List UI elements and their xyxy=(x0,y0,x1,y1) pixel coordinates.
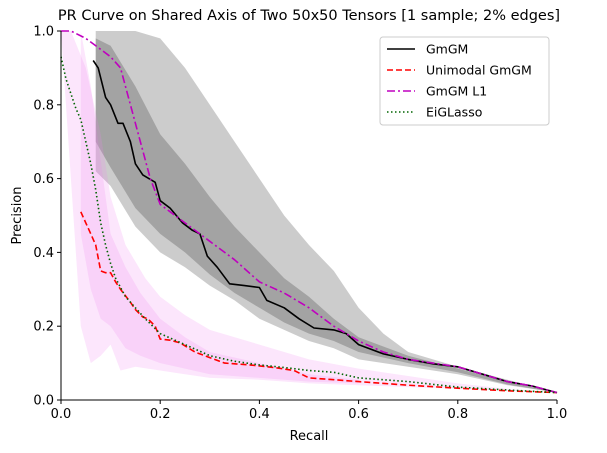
y-ticks: 0.0 0.2 0.4 0.6 0.8 1.0 xyxy=(33,25,61,409)
y-tick-label: 0.8 xyxy=(33,98,54,113)
plot-area xyxy=(60,30,558,394)
axes: 0.0 0.2 0.4 0.6 0.8 1.0 0.0 0.2 0.4 0.6 0.8 1.0 xyxy=(33,25,567,423)
series-layer xyxy=(60,30,558,394)
gmgm-l1-line xyxy=(61,30,558,394)
y-tick-label: 1.0 xyxy=(33,25,54,40)
bands-layer xyxy=(61,31,557,393)
chart-title: PR Curve on Shared Axis of Two 50x50 Ten… xyxy=(58,8,560,24)
y-tick-label: 0.6 xyxy=(33,172,54,187)
y-tick-label: 0.0 xyxy=(33,394,54,409)
eiglasso-line xyxy=(60,56,558,394)
x-tick-label: 0.2 xyxy=(150,407,171,422)
x-tick-label: 0.0 xyxy=(51,407,72,422)
legend: GmGM Unimodal GmGM GmGM L1 EiGLasso xyxy=(379,36,550,126)
legend-label-gmgm-l1: GmGM L1 xyxy=(426,84,487,99)
x-tick-label: 0.8 xyxy=(447,407,468,422)
y-axis-label: Precision xyxy=(10,186,25,244)
gmgm-band-inner xyxy=(95,38,557,393)
unimodal-gmgm-line xyxy=(80,211,558,394)
gmgm-band-outer xyxy=(95,31,557,393)
legend-frame xyxy=(379,36,550,126)
x-axis-label: Recall xyxy=(290,429,329,444)
x-tick-label: 1.0 xyxy=(547,407,568,422)
legend-label-unimodal-gmgm: Unimodal GmGM xyxy=(426,63,532,78)
x-ticks: 0.0 0.2 0.4 0.6 0.8 1.0 xyxy=(51,400,568,422)
legend-label-eiglasso: EiGLasso xyxy=(426,105,482,120)
x-tick-label: 0.4 xyxy=(249,407,270,422)
x-tick-label: 0.6 xyxy=(348,407,369,422)
legend-label-gmgm: GmGM xyxy=(426,42,468,57)
y-tick-label: 0.4 xyxy=(33,246,54,261)
y-tick-label: 0.2 xyxy=(33,320,54,335)
